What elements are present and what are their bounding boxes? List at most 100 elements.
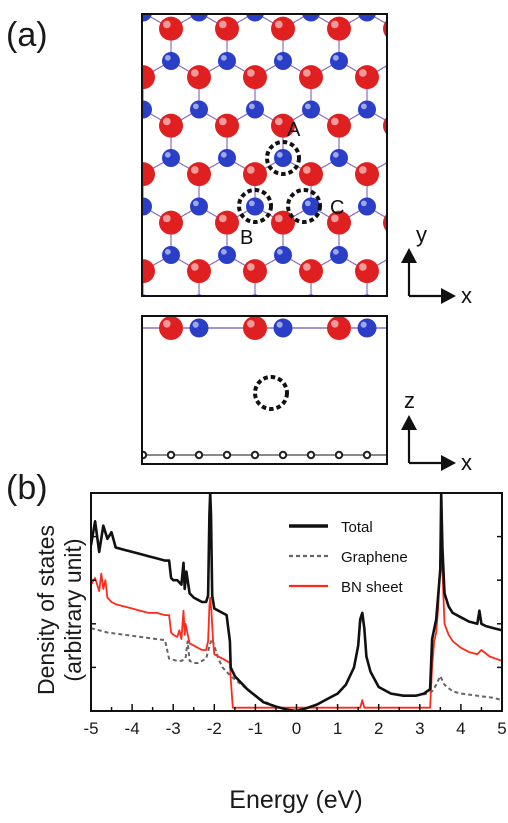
lattice-bond bbox=[0, 158, 3, 174]
lattice-bond bbox=[87, 352, 115, 368]
boron-atom bbox=[327, 113, 351, 138]
nitrogen-atom-highlight bbox=[81, 6, 87, 12]
side-atom-highlight bbox=[192, 321, 199, 328]
nitrogen-atom bbox=[218, 246, 236, 264]
lattice-bond bbox=[171, 352, 199, 368]
nitrogen-atom bbox=[386, 250, 387, 260]
side-nitrogen-atom bbox=[273, 318, 293, 338]
nitrogen-atom bbox=[162, 343, 180, 361]
nitrogen-atom-highlight bbox=[417, 103, 423, 109]
nitrogen-atom bbox=[386, 343, 404, 361]
lattice-bond bbox=[31, 207, 59, 223]
nitrogen-atom bbox=[358, 100, 376, 119]
carbon-atom bbox=[448, 220, 454, 226]
nitrogen-atom bbox=[274, 149, 292, 167]
nitrogen-atom bbox=[386, 56, 387, 66]
nitrogen-atom-highlight bbox=[361, 6, 367, 12]
lattice-bond bbox=[423, 207, 451, 223]
lattice-bond bbox=[59, 158, 87, 174]
lattice-bond bbox=[59, 61, 87, 77]
y-axis-label-line-1: Density of states bbox=[33, 525, 59, 695]
lattice-bond bbox=[339, 352, 367, 368]
lattice-bond bbox=[87, 110, 115, 126]
nitrogen-atom bbox=[498, 52, 508, 70]
boron-atom-highlight bbox=[499, 21, 507, 29]
nitrogen-atom-highlight bbox=[220, 54, 227, 61]
lattice-bond bbox=[283, 352, 311, 368]
boron-atom bbox=[355, 162, 379, 187]
boron-atom-highlight bbox=[415, 166, 423, 174]
nitrogen-atom bbox=[246, 197, 264, 216]
site-a-label: A bbox=[287, 119, 301, 141]
boron-atom bbox=[142, 65, 155, 90]
nitrogen-atom bbox=[0, 52, 12, 70]
lattice-bond bbox=[395, 110, 423, 126]
nitrogen-atom-highlight bbox=[389, 152, 395, 158]
nitrogen-atom bbox=[358, 197, 376, 216]
carbon-atom bbox=[448, 123, 454, 129]
nitrogen-atom bbox=[414, 101, 432, 119]
boron-atom-highlight bbox=[415, 69, 423, 77]
side-carbon-atom bbox=[306, 450, 316, 460]
boron-atom bbox=[299, 65, 323, 90]
legend-label-graphene: Graphene bbox=[341, 549, 408, 566]
boron-atom-highlight bbox=[191, 360, 199, 368]
lattice-bond bbox=[3, 255, 31, 271]
lattice-bond bbox=[115, 352, 143, 368]
carbon-atom bbox=[252, 365, 258, 371]
lattice-bond bbox=[479, 207, 507, 223]
lattice-bond bbox=[59, 255, 87, 271]
boron-atom-highlight bbox=[330, 117, 339, 126]
boron-atom bbox=[355, 356, 379, 380]
boron-atom bbox=[411, 356, 435, 380]
nitrogen-atom-highlight bbox=[417, 297, 423, 303]
top-axis-y-label: y bbox=[416, 222, 427, 247]
lattice-bond bbox=[451, 158, 479, 174]
boron-atom-highlight bbox=[386, 120, 387, 123]
nitrogen-atom-highlight bbox=[248, 200, 255, 207]
lattice-bond bbox=[3, 158, 31, 174]
boron-atom-highlight bbox=[51, 312, 59, 320]
nitrogen-atom-highlight bbox=[25, 6, 31, 12]
nitrogen-atom bbox=[274, 343, 292, 361]
x-tick-label: 2 bbox=[374, 719, 383, 738]
boron-atom-highlight bbox=[107, 118, 115, 126]
nitrogen-atom bbox=[274, 246, 292, 264]
boron-atom bbox=[299, 259, 323, 284]
boron-atom bbox=[243, 356, 267, 380]
lattice-bond bbox=[423, 304, 451, 320]
nitrogen-atom-highlight bbox=[193, 297, 199, 303]
lattice-bond bbox=[227, 352, 255, 368]
nitrogen-atom-highlight bbox=[304, 103, 311, 110]
nitrogen-atom-highlight bbox=[81, 103, 87, 109]
lattice-bond bbox=[395, 207, 423, 223]
nitrogen-atom bbox=[386, 153, 387, 163]
boron-atom-highlight bbox=[107, 21, 115, 29]
lattice-bond bbox=[3, 110, 31, 126]
lattice-bond bbox=[142, 75, 144, 78]
side-carbon-atom bbox=[278, 450, 288, 460]
boron-atom-highlight bbox=[415, 263, 423, 271]
carbon-atom bbox=[420, 365, 426, 371]
carbon-atom bbox=[420, 74, 426, 80]
boron-atom bbox=[271, 16, 295, 41]
nitrogen-atom-highlight bbox=[53, 249, 59, 255]
nitrogen-atom bbox=[358, 14, 376, 22]
lattice-bond bbox=[395, 158, 423, 174]
lattice-bond bbox=[59, 304, 87, 320]
nitrogen-atom-highlight bbox=[360, 200, 367, 207]
axis-ticks: -5 -4 -3 -2 -1 0 1 2 3 4 5 bbox=[83, 535, 507, 738]
carbon-atom bbox=[224, 317, 230, 323]
nitrogen-atom bbox=[22, 101, 40, 119]
boron-atom-highlight bbox=[246, 69, 255, 77]
lattice-bond bbox=[171, 352, 199, 368]
boron-atom bbox=[19, 65, 43, 89]
lattice-bond bbox=[31, 158, 59, 174]
lattice-bond bbox=[283, 304, 311, 320]
nitrogen-atom bbox=[274, 52, 292, 70]
nitrogen-atom bbox=[498, 343, 508, 361]
carbon-atom bbox=[84, 268, 90, 274]
nitrogen-atom-highlight bbox=[164, 54, 171, 61]
lattice-bond bbox=[0, 255, 3, 271]
nitrogen-atom bbox=[106, 343, 124, 361]
